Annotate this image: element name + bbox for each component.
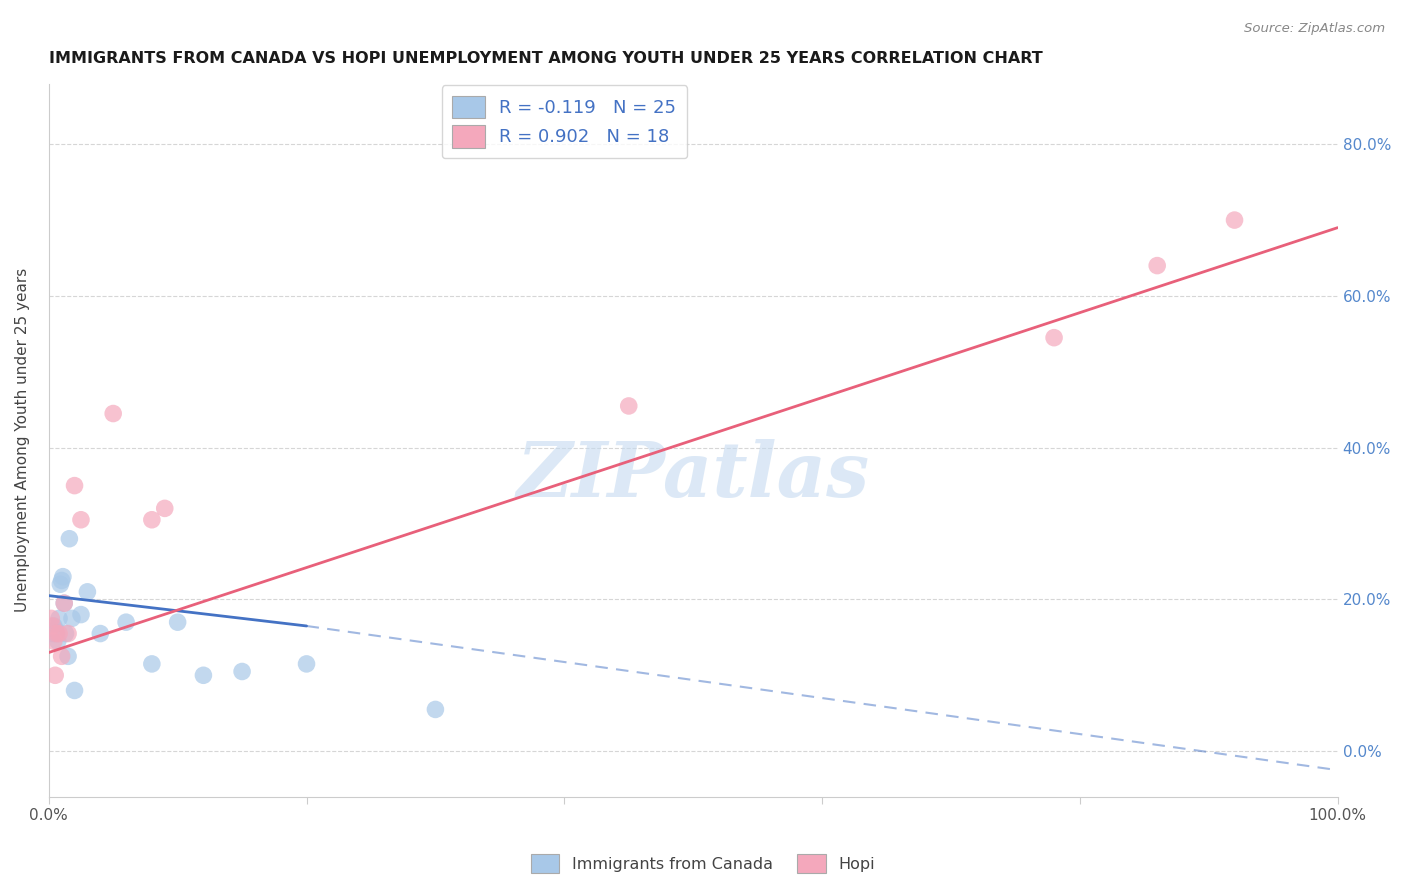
Point (1043, 331, 1066, 345)
Point (141, 513, 163, 527)
Point (166, 615, 188, 630)
Text: IMMIGRANTS FROM CANADA VS HOPI UNEMPLOYMENT AMONG YOUTH UNDER 25 YEARS CORRELATI: IMMIGRANTS FROM CANADA VS HOPI UNEMPLOYM… (49, 51, 1042, 66)
Point (44, 668, 66, 682)
Text: ZIPatlas: ZIPatlas (516, 439, 870, 513)
Point (231, 665, 253, 679)
Point (51, 574, 73, 588)
Point (617, 399, 640, 413)
Point (295, 657, 318, 671)
Point (1146, 259, 1168, 273)
Point (45, 626, 67, 640)
Point (48, 611, 70, 625)
Point (153, 501, 176, 516)
Legend: Immigrants from Canada, Hopi: Immigrants from Canada, Hopi (524, 847, 882, 880)
Point (58, 532, 80, 546)
Point (63, 478, 86, 492)
Point (41, 626, 63, 640)
Point (42, 634, 65, 648)
Point (41, 611, 63, 625)
Point (53, 596, 76, 610)
Point (115, 615, 138, 630)
Point (425, 702, 447, 716)
Point (56, 626, 79, 640)
Point (70, 607, 93, 622)
Text: Source: ZipAtlas.com: Source: ZipAtlas.com (1244, 22, 1385, 36)
Point (76, 584, 98, 599)
Legend: R = -0.119   N = 25, R = 0.902   N = 18: R = -0.119 N = 25, R = 0.902 N = 18 (441, 86, 688, 159)
Point (48, 626, 70, 640)
Point (141, 657, 163, 671)
Point (52, 569, 75, 583)
Point (55, 626, 77, 640)
Point (63, 683, 86, 698)
Point (1223, 213, 1246, 227)
Point (56, 649, 79, 664)
Y-axis label: Unemployment Among Youth under 25 years: Unemployment Among Youth under 25 years (15, 268, 30, 612)
Point (46, 634, 69, 648)
Point (60, 611, 83, 625)
Point (42, 619, 65, 633)
Point (53, 596, 76, 610)
Point (41, 619, 63, 633)
Point (44, 623, 66, 637)
Point (89, 626, 111, 640)
Point (103, 407, 125, 421)
Point (70, 513, 93, 527)
Point (193, 668, 215, 682)
Point (51, 649, 73, 664)
Point (49, 577, 72, 591)
Point (45, 626, 67, 640)
